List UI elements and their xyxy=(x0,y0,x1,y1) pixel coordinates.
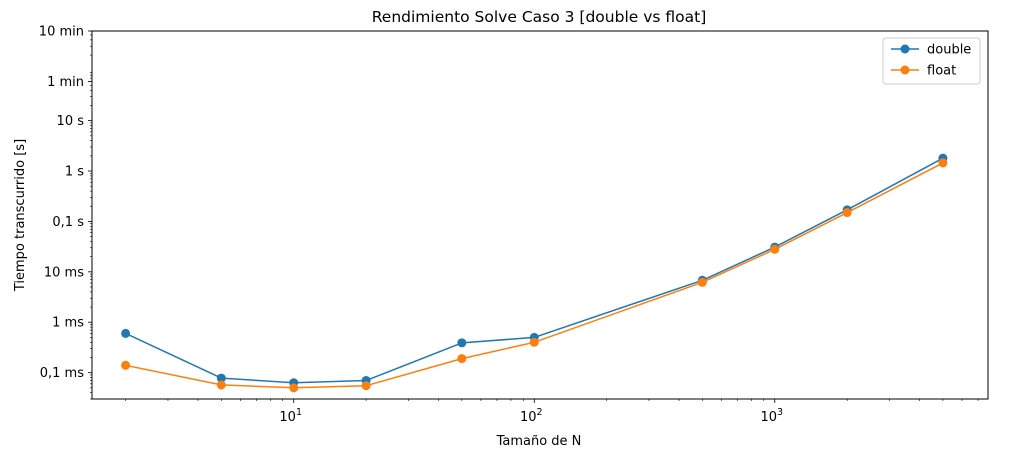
series-layer xyxy=(121,153,948,393)
data-point-float xyxy=(457,354,467,364)
y-tick-label: 1 min xyxy=(47,75,84,90)
x-tick-label-base: 10 xyxy=(760,410,777,425)
data-point-float xyxy=(216,380,226,390)
x-tick-label-exponent: 2 xyxy=(536,407,542,418)
x-axis-label: Tamaño de N xyxy=(496,434,582,449)
y-tick-label: 0,1 s xyxy=(52,215,84,230)
y-tick-label: 1 ms xyxy=(52,316,84,331)
data-point-float xyxy=(289,383,299,393)
chart-title: Rendimiento Solve Caso 3 [double vs floa… xyxy=(372,8,707,26)
y-tick-label: 10 s xyxy=(57,114,85,129)
legend-marker-double xyxy=(900,44,910,54)
data-point-float xyxy=(938,158,948,168)
x-tick-label: 101 xyxy=(279,407,302,425)
y-tick-label: 0,1 ms xyxy=(40,366,84,381)
y-tick-label: 10 min xyxy=(39,25,84,40)
legend-label-float: float xyxy=(927,64,956,79)
x-tick-label: 102 xyxy=(520,407,543,425)
data-point-double xyxy=(457,338,467,348)
y-axis-label: Tiempo transcurrido [s] xyxy=(13,139,28,292)
data-point-float xyxy=(121,360,131,370)
legend: double float xyxy=(882,37,981,85)
data-point-float xyxy=(361,381,371,391)
data-point-double xyxy=(121,328,131,338)
x-tick-label: 103 xyxy=(760,407,783,425)
data-point-double xyxy=(216,373,226,383)
y-tick-label: 10 ms xyxy=(44,265,84,280)
legend-label-double: double xyxy=(927,43,971,58)
series-line-double xyxy=(125,157,944,384)
data-point-float xyxy=(842,208,852,218)
plot-frame xyxy=(91,30,989,400)
y-tick-label: 1 s xyxy=(65,165,84,180)
data-point-float xyxy=(529,337,539,347)
data-point-float xyxy=(770,244,780,254)
x-tick-label-base: 10 xyxy=(520,410,537,425)
x-tick-label-exponent: 1 xyxy=(296,407,302,418)
data-point-float xyxy=(697,277,707,287)
series-line-float xyxy=(125,162,944,389)
legend-marker-float xyxy=(900,65,910,75)
x-tick-label-base: 10 xyxy=(279,410,296,425)
x-tick-label-exponent: 3 xyxy=(777,407,783,418)
